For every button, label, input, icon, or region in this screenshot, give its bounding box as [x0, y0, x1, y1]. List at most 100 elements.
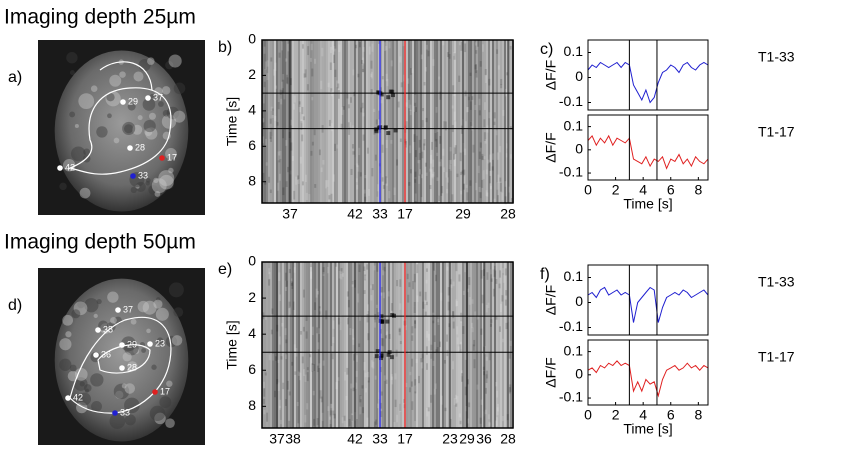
kymo-noise — [437, 318, 440, 323]
kymo-stripe — [386, 262, 388, 428]
kymo-noise — [380, 292, 383, 296]
kymo-noise — [459, 420, 462, 425]
kymo-noise — [498, 283, 501, 289]
column-label: 17 — [397, 206, 413, 222]
kymo-noise — [393, 422, 396, 429]
kymo-stripe — [322, 40, 324, 203]
kymo-noise — [399, 138, 402, 142]
texture — [165, 60, 174, 70]
kymo-noise — [263, 87, 266, 95]
kymo-noise — [476, 315, 479, 320]
kymo-noise — [458, 75, 461, 82]
kymo-noise — [292, 301, 295, 310]
kymo-noise — [439, 91, 442, 100]
column-label: 28 — [500, 206, 516, 222]
y-tick-label: -0.1 — [559, 318, 583, 334]
column-label: 23 — [442, 431, 458, 447]
kymo-noise — [314, 184, 317, 188]
kymo-noise — [455, 262, 458, 272]
kymo-noise — [297, 423, 300, 429]
kymo-noise — [397, 101, 400, 108]
kymo-noise — [420, 358, 423, 363]
kymo-stripe — [408, 262, 410, 428]
texture — [69, 111, 76, 118]
kymo-stripe — [270, 40, 272, 203]
kymo-stripe — [450, 262, 452, 428]
kymo-noise — [409, 169, 412, 174]
kymo-noise — [293, 190, 296, 200]
kymo-noise — [411, 326, 414, 334]
kymo-stripe — [366, 262, 368, 428]
kymo-noise — [460, 171, 463, 176]
kymo-noise — [414, 193, 417, 202]
kymo-noise — [357, 73, 360, 78]
kymo-noise — [308, 194, 311, 203]
kymo-noise — [453, 53, 456, 60]
kymo-stripe — [442, 40, 444, 203]
kymo-noise — [379, 329, 382, 334]
kymo-noise — [311, 97, 314, 101]
texture — [93, 313, 98, 319]
kymo-stripe — [278, 262, 280, 428]
kymo-noise — [415, 107, 418, 113]
texture — [65, 331, 72, 338]
trace-title: T1-33 — [758, 274, 795, 290]
kymo-stripe — [448, 262, 450, 428]
kymo-noise — [339, 322, 342, 331]
kymo-noise — [424, 162, 427, 167]
kymo-noise — [496, 152, 499, 160]
kymo-noise — [271, 308, 274, 314]
kymo-noise — [432, 360, 435, 366]
kymo-stripe — [432, 40, 434, 203]
x-tick-label: 0 — [584, 407, 592, 423]
kymo-stripe — [416, 40, 418, 203]
kymo-stripe — [414, 262, 416, 428]
kymo-noise — [443, 360, 446, 364]
kymo-noise — [465, 405, 468, 412]
y-tick-label: 0 — [575, 68, 583, 84]
kymo-noise — [414, 379, 417, 386]
kymo-noise — [495, 420, 498, 428]
kymo-noise — [355, 382, 358, 389]
column-label: 28 — [500, 431, 516, 447]
contour — [67, 87, 172, 175]
kymo-noise — [299, 372, 302, 381]
kymo-noise — [330, 88, 333, 92]
kymo-noise — [328, 416, 331, 420]
y-axis-label: Time [s] — [224, 97, 240, 146]
roi-point — [159, 155, 165, 161]
kymo-noise — [414, 320, 417, 324]
kymo-stripe — [368, 262, 370, 428]
kymo-stripe — [436, 40, 438, 203]
kymo-noise — [270, 127, 273, 137]
kymo-stripe — [444, 40, 446, 203]
kymo-stripe — [442, 262, 444, 428]
kymo-noise — [284, 399, 287, 406]
kymo-noise — [484, 387, 487, 394]
plot-frame — [587, 264, 709, 336]
kymo-noise — [294, 371, 297, 375]
kymo-noise — [383, 42, 386, 51]
kymo-noise — [443, 167, 446, 173]
kymo-stripe — [384, 40, 386, 203]
kymo-noise — [302, 116, 305, 121]
kymo-stripe — [400, 262, 402, 428]
kymo-stripe — [440, 40, 442, 203]
roi-label: 29 — [127, 339, 137, 349]
kymo-noise — [422, 107, 425, 112]
texture — [79, 187, 91, 199]
kymo-stripe — [336, 262, 338, 428]
x-axis-label: Time [s] — [623, 196, 672, 212]
y-tick-label: 4 — [248, 102, 256, 118]
kymo-noise — [263, 74, 266, 82]
kymo-noise — [497, 65, 500, 70]
roi-point — [95, 327, 101, 333]
kymo-stripe — [262, 40, 264, 203]
kymo-noise — [356, 184, 359, 190]
kymo-noise — [305, 315, 308, 321]
kymo-stripe — [348, 262, 350, 428]
kymo-noise — [288, 268, 291, 274]
kymo-noise — [485, 169, 488, 175]
roi-label: 37 — [123, 304, 133, 314]
roi-label: 17 — [167, 152, 177, 162]
